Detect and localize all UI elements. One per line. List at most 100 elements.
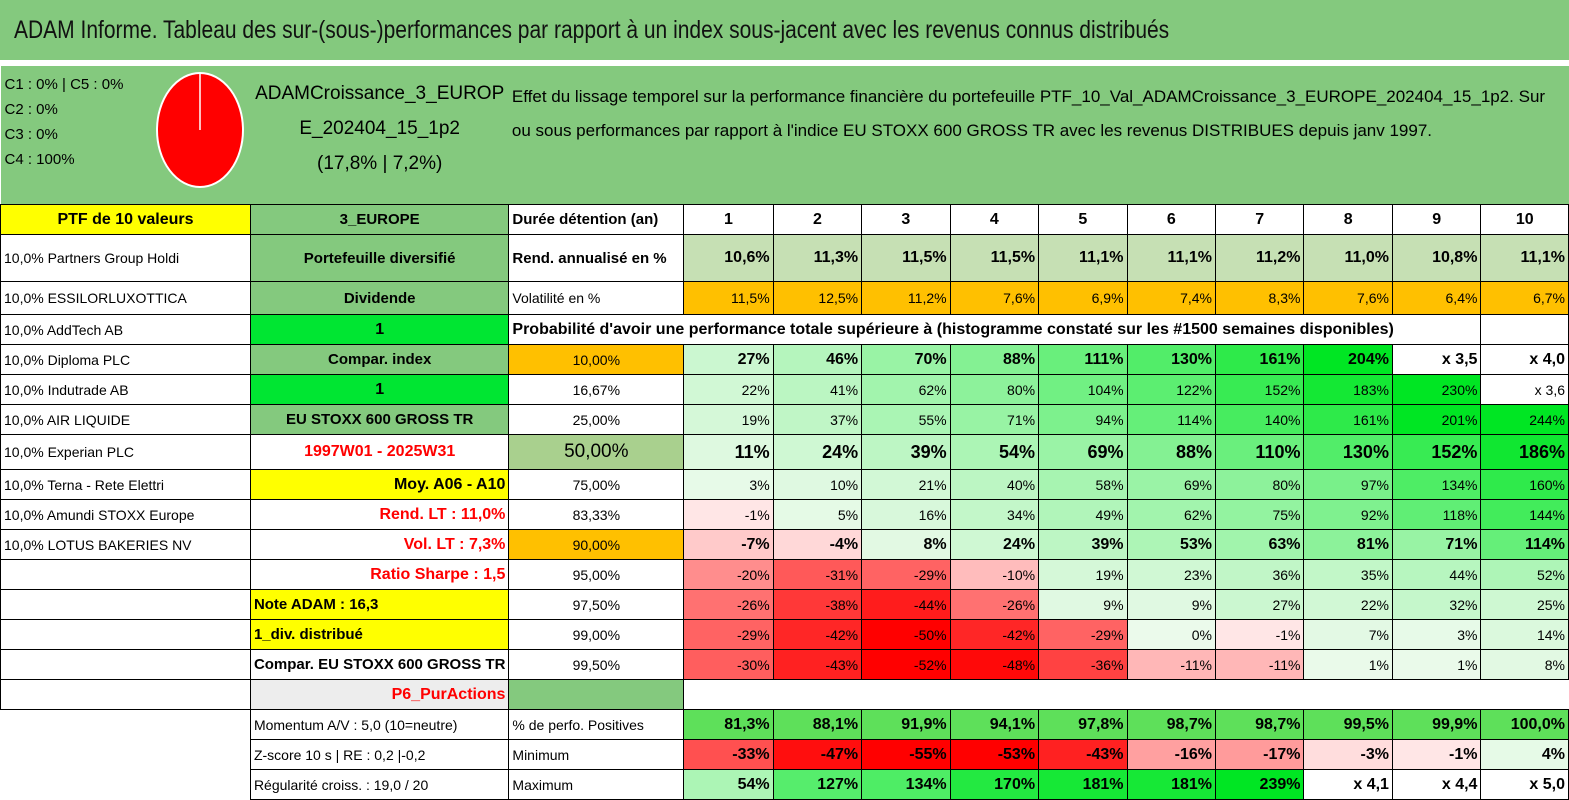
blank-cell bbox=[0, 649, 251, 680]
maximum-cell: 239% bbox=[1214, 769, 1305, 800]
blank-cell bbox=[0, 559, 251, 590]
quantile-cell: 21% bbox=[861, 469, 951, 500]
composition-list: C1 : 0% | C5 : 0% C2 : 0% C3 : 0% C4 : 1… bbox=[5, 72, 124, 172]
quantile-cell: -44% bbox=[861, 589, 951, 620]
rend-row: 10,0% Partners Group Holdi Portefeuille d… bbox=[0, 234, 1569, 282]
quantile-cell: 111% bbox=[1038, 344, 1128, 375]
quantile-level: 97,50% bbox=[508, 589, 685, 620]
quantile-cell: 244% bbox=[1480, 404, 1569, 435]
quantile-cell: -1% bbox=[1214, 619, 1305, 650]
quantile-cell: 23% bbox=[1126, 559, 1217, 590]
quantile-level: 50,00% bbox=[508, 434, 685, 470]
minimum-cell: -17% bbox=[1214, 739, 1305, 770]
quantile-cell: -26% bbox=[949, 589, 1040, 620]
positives-cell: 97,8% bbox=[1038, 709, 1128, 740]
quantile-cell: 16% bbox=[861, 499, 951, 530]
quantile-cell: 3% bbox=[1391, 619, 1482, 650]
pur-label: P6_PurActions bbox=[249, 679, 510, 710]
quantile-cell: 71% bbox=[949, 404, 1040, 435]
rend-label: Rend. annualisé en % bbox=[508, 234, 685, 282]
minimum-cell: 4% bbox=[1480, 739, 1569, 770]
quantile-cell: 130% bbox=[1126, 344, 1217, 375]
fund-stats: (17,8% | 7,2%) bbox=[317, 153, 443, 174]
quantile-cell: 186% bbox=[1480, 434, 1569, 470]
quantile-level: 75,00% bbox=[508, 469, 685, 500]
holding-name: 10,0% AddTech AB bbox=[0, 314, 251, 345]
quantile-cell: -11% bbox=[1126, 649, 1217, 680]
rend-cell: 10,6% bbox=[683, 234, 774, 282]
quantile-row: 10,0% Experian PLC 1997W01 - 2025W31 50,00… bbox=[0, 434, 1569, 470]
quantile-row: 10,0% Terna - Rete Elettri Moy. A06 - A10… bbox=[0, 469, 1569, 500]
quantile-cell: 63% bbox=[1214, 529, 1305, 560]
composition-c1-c5: C1 : 0% | C5 : 0% bbox=[4, 76, 124, 93]
side-stat: Z-score 10 s | RE : 0,2 |-0,2 bbox=[249, 739, 510, 770]
quantile-cell: -30% bbox=[683, 649, 774, 680]
quantile-cell: 3% bbox=[683, 469, 774, 500]
composition-c2: C2 : 0% bbox=[4, 101, 58, 118]
quantile-cell: 22% bbox=[1303, 589, 1393, 620]
quantile-cell: 27% bbox=[1214, 589, 1305, 620]
quantile-cell: -20% bbox=[683, 559, 774, 590]
quantile-cell: 104% bbox=[1038, 374, 1128, 405]
quantile-cell: 183% bbox=[1303, 374, 1393, 405]
ptf-label: PTF de 10 valeurs bbox=[0, 204, 251, 235]
vol-cell: 11,2% bbox=[861, 281, 951, 315]
quantile-cell: -7% bbox=[683, 529, 774, 560]
p6-green-cell bbox=[508, 679, 685, 710]
side-label: Ratio Sharpe : 1,5 bbox=[249, 559, 510, 590]
quantile-cell: 88% bbox=[949, 344, 1040, 375]
quantile-cell: 40% bbox=[949, 469, 1040, 500]
quantile-cell: 80% bbox=[949, 374, 1040, 405]
side-stat: Régularité croiss. : 19,0 / 20 bbox=[249, 769, 510, 800]
quantile-row: 10,0% LOTUS BAKERIES NV Vol. LT : 7,3% 90,… bbox=[0, 529, 1569, 560]
performance-table: C1 : 0% | C5 : 0% C2 : 0% C3 : 0% C4 : 1… bbox=[0, 66, 1569, 800]
side-label: 1997W01 - 2025W31 bbox=[249, 434, 510, 470]
year-header: 9 bbox=[1391, 204, 1482, 235]
vol-cell: 11,5% bbox=[683, 281, 774, 315]
maximum-cell: 181% bbox=[1038, 769, 1128, 800]
quantile-cell: 53% bbox=[1126, 529, 1217, 560]
side-label: Vol. LT : 7,3% bbox=[249, 529, 510, 560]
quantile-cell: 25% bbox=[1480, 589, 1569, 620]
quantile-row: 10,0% Diploma PLC Compar. index 10,00% 27% 4… bbox=[0, 344, 1569, 375]
composition-c4: C4 : 100% bbox=[4, 151, 75, 168]
minimum-cell: -16% bbox=[1126, 739, 1217, 770]
vol-label: Volatilité en % bbox=[508, 281, 685, 315]
quantile-cell: 19% bbox=[1038, 559, 1128, 590]
blank-cell bbox=[0, 589, 251, 620]
vol-row: 10,0% ESSILORLUXOTTICA Dividende Volatilit… bbox=[0, 281, 1569, 315]
year-header: 5 bbox=[1038, 204, 1128, 235]
year-header: 3 bbox=[861, 204, 951, 235]
quantile-cell: 152% bbox=[1391, 434, 1482, 470]
positives-row: Momentum A/V : 5,0 (10=neutre)% de perfo… bbox=[1, 709, 1569, 740]
quantile-row: 10,0% AIR LIQUIDE EU STOXX 600 GROSS TR 25… bbox=[0, 404, 1569, 435]
quantile-cell: 80% bbox=[1214, 469, 1305, 500]
quantile-cell: 7% bbox=[1303, 619, 1393, 650]
quantile-cell: 5% bbox=[772, 499, 863, 530]
quantile-cell: 152% bbox=[1214, 374, 1305, 405]
minimum-cell: -3% bbox=[1303, 739, 1393, 770]
minimum-cell: -43% bbox=[1038, 739, 1128, 770]
flag-one: 1 bbox=[249, 314, 510, 345]
quantile-cell: 97% bbox=[1303, 469, 1393, 500]
quantile-cell: -10% bbox=[949, 559, 1040, 590]
p6-row: P6_PurActions bbox=[0, 679, 1569, 710]
blank-cell bbox=[0, 679, 251, 710]
year-header: 10 bbox=[1480, 204, 1569, 235]
quantile-cell: 9% bbox=[1038, 589, 1128, 620]
quantile-cell: -11% bbox=[1214, 649, 1305, 680]
quantile-cell: 62% bbox=[1126, 499, 1217, 530]
rend-cell: 11,1% bbox=[1038, 234, 1128, 282]
stat-label: % de perfo. Positives bbox=[508, 709, 685, 740]
minimum-cell: -55% bbox=[861, 739, 951, 770]
quantile-cell: 70% bbox=[861, 344, 951, 375]
duree-label: Durée détention (an) bbox=[508, 204, 685, 235]
positives-cell: 99,5% bbox=[1303, 709, 1393, 740]
quantile-cell: 36% bbox=[1214, 559, 1305, 590]
quantile-cell: 11% bbox=[683, 434, 774, 470]
holding-name: 10,0% Amundi STOXX Europe bbox=[0, 499, 251, 530]
region-label: 3_EUROPE bbox=[249, 204, 510, 235]
positives-cell: 94,1% bbox=[949, 709, 1040, 740]
quantile-cell: 54% bbox=[949, 434, 1040, 470]
year-header: 6 bbox=[1126, 204, 1217, 235]
